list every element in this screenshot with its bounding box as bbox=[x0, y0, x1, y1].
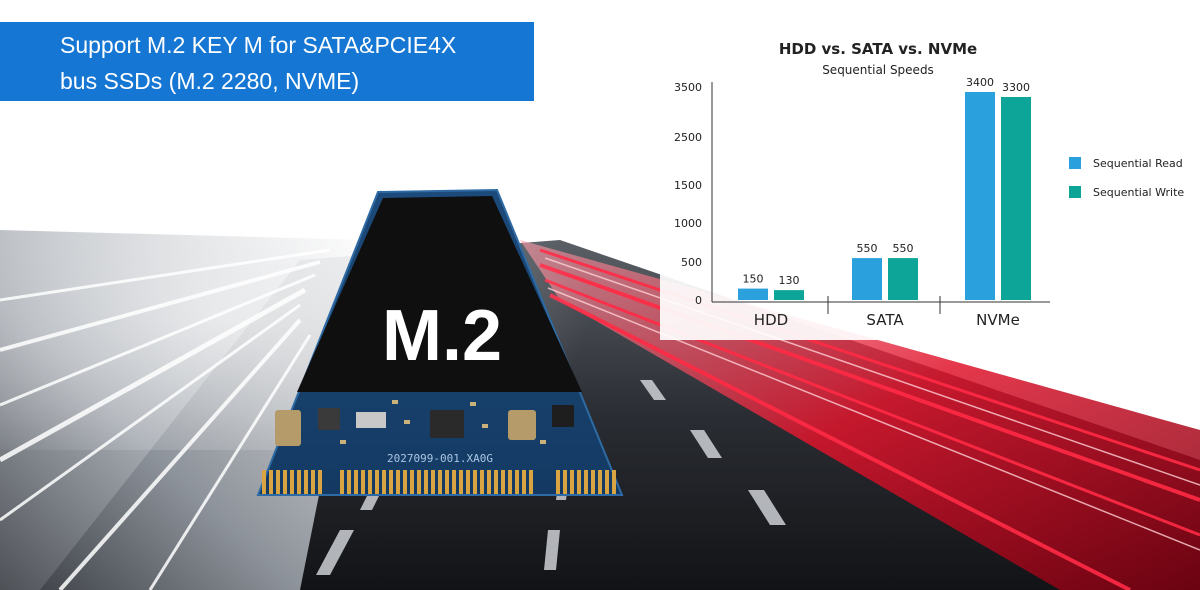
legend-swatch-write bbox=[1069, 186, 1081, 198]
legend-label-write: Sequential Write bbox=[1093, 186, 1184, 199]
y-tick-label: 0 bbox=[695, 294, 702, 307]
y-tick-labels: 0 500 1000 1500 2500 3500 bbox=[674, 81, 702, 307]
feature-banner: Support M.2 KEY M for SATA&PCIE4X bus SS… bbox=[0, 22, 534, 101]
bar-hdd-write bbox=[774, 290, 804, 300]
data-label: 130 bbox=[779, 274, 800, 287]
chart-title: HDD vs. SATA vs. NVMe bbox=[779, 40, 977, 58]
data-label: 550 bbox=[857, 242, 878, 255]
bar-nvme-write bbox=[1001, 97, 1031, 300]
banner-line-1: Support M.2 KEY M for SATA&PCIE4X bbox=[60, 32, 457, 58]
y-tick-label: 3500 bbox=[674, 81, 702, 94]
card-label: M.2 bbox=[382, 296, 502, 376]
banner-line-2: bus SSDs (M.2 2280, NVME) bbox=[60, 68, 360, 94]
chart-subtitle: Sequential Speeds bbox=[822, 63, 934, 77]
category-label-hdd: HDD bbox=[754, 311, 788, 329]
chart-background bbox=[660, 28, 1190, 340]
y-tick-label: 1000 bbox=[674, 217, 702, 230]
bar-sata-write bbox=[888, 258, 918, 300]
category-label-sata: SATA bbox=[866, 311, 904, 329]
card-serial: 2027099-001.XA0G bbox=[387, 452, 493, 465]
y-tick-label: 500 bbox=[681, 256, 702, 269]
data-label: 550 bbox=[893, 242, 914, 255]
category-label-nvme: NVMe bbox=[976, 311, 1020, 329]
data-label: 3400 bbox=[966, 76, 994, 89]
bar-hdd-read bbox=[738, 288, 768, 300]
legend: Sequential Read Sequential Write bbox=[1069, 157, 1184, 199]
legend-label-read: Sequential Read bbox=[1093, 157, 1183, 170]
bar-nvme-read bbox=[965, 92, 995, 300]
legend-swatch-read bbox=[1069, 157, 1081, 169]
category-labels: HDD SATA NVMe bbox=[754, 296, 1020, 329]
m2-ssd-card: M.2 2027099-001.XA0G bbox=[256, 188, 624, 496]
y-tick-label: 1500 bbox=[674, 179, 702, 192]
bar-sata-read bbox=[852, 258, 882, 300]
bars: 150 130 550 550 3400 3300 bbox=[738, 76, 1031, 300]
data-label: 150 bbox=[743, 273, 764, 286]
data-label: 3300 bbox=[1002, 81, 1030, 94]
y-tick-label: 2500 bbox=[674, 131, 702, 144]
